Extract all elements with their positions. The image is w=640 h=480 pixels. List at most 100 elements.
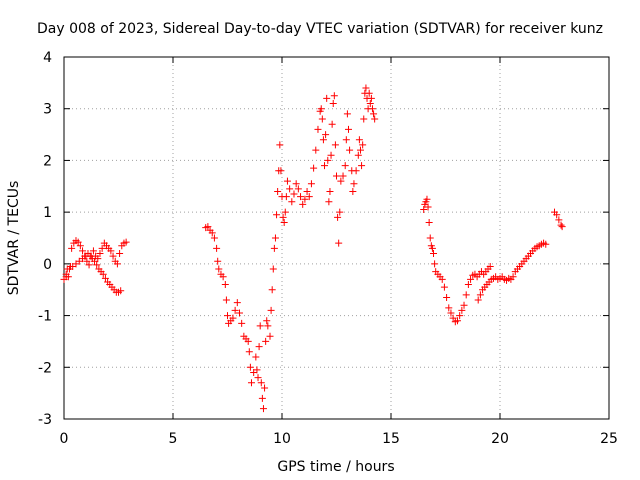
data-point bbox=[210, 234, 218, 242]
data-point bbox=[256, 322, 264, 330]
data-point bbox=[279, 213, 287, 221]
data-point bbox=[68, 244, 76, 252]
data-point bbox=[294, 185, 302, 193]
data-point bbox=[233, 299, 241, 307]
data-point bbox=[334, 213, 342, 221]
data-point bbox=[460, 301, 468, 309]
data-point bbox=[339, 172, 347, 180]
data-point bbox=[342, 136, 350, 144]
data-point bbox=[247, 379, 255, 387]
data-point bbox=[107, 247, 115, 255]
data-point bbox=[368, 105, 376, 113]
data-point bbox=[325, 198, 333, 206]
data-point bbox=[352, 167, 360, 175]
y-tick-labels: -3 -2 -1 0 1 2 3 4 bbox=[38, 50, 52, 428]
data-point bbox=[365, 89, 373, 97]
data-point bbox=[330, 92, 338, 100]
data-point bbox=[246, 363, 254, 371]
data-point bbox=[263, 317, 271, 325]
data-point bbox=[286, 185, 294, 193]
data-point bbox=[109, 252, 117, 260]
data-point bbox=[213, 244, 221, 252]
data-point bbox=[428, 244, 436, 252]
data-point bbox=[79, 247, 87, 255]
data-point bbox=[456, 312, 464, 320]
data-point bbox=[267, 306, 275, 314]
data-point bbox=[76, 242, 84, 250]
data-point bbox=[440, 283, 448, 291]
data-point bbox=[255, 343, 263, 351]
data-point bbox=[366, 100, 374, 108]
data-point bbox=[356, 146, 364, 154]
data-point bbox=[318, 115, 326, 123]
data-point bbox=[324, 156, 332, 164]
data-point bbox=[62, 270, 70, 278]
data-point bbox=[476, 291, 484, 299]
x-axis-label: GPS time / hours bbox=[277, 459, 394, 475]
data-point bbox=[116, 250, 124, 258]
data-point bbox=[288, 198, 296, 206]
data-point bbox=[558, 223, 566, 231]
data-point bbox=[99, 270, 107, 278]
data-point bbox=[362, 84, 370, 92]
data-point bbox=[322, 131, 330, 139]
data-point bbox=[221, 281, 229, 289]
data-point bbox=[214, 257, 222, 265]
data-point bbox=[257, 379, 265, 387]
data-point bbox=[113, 260, 121, 268]
data-point bbox=[273, 211, 281, 219]
y-tick-label: -3 bbox=[38, 412, 52, 428]
data-point bbox=[280, 218, 288, 226]
data-point bbox=[271, 234, 279, 242]
data-point bbox=[467, 275, 475, 283]
data-point bbox=[93, 261, 101, 269]
data-point bbox=[431, 260, 439, 268]
data-point bbox=[349, 187, 357, 195]
data-point bbox=[553, 211, 561, 219]
data-point bbox=[329, 100, 337, 108]
data-point bbox=[509, 273, 517, 281]
y-tick-label: 0 bbox=[43, 257, 52, 273]
data-point bbox=[341, 162, 349, 170]
data-point bbox=[264, 322, 272, 330]
axis-ticks bbox=[63, 56, 610, 420]
data-point bbox=[337, 177, 345, 185]
data-point bbox=[262, 337, 270, 345]
data-point bbox=[420, 206, 428, 214]
grid bbox=[64, 57, 609, 419]
data-point bbox=[204, 223, 212, 231]
data-point bbox=[292, 180, 300, 188]
data-point bbox=[254, 374, 262, 382]
data-point bbox=[430, 250, 438, 258]
data-point bbox=[83, 257, 91, 265]
x-tick-label: 15 bbox=[382, 431, 400, 447]
data-point bbox=[458, 306, 466, 314]
data-point bbox=[447, 309, 455, 317]
data-point bbox=[346, 146, 354, 154]
data-point bbox=[312, 146, 320, 154]
data-point bbox=[335, 239, 343, 247]
data-point bbox=[343, 110, 351, 118]
data-point bbox=[231, 306, 239, 314]
data-point bbox=[261, 384, 269, 392]
y-tick-label: -1 bbox=[38, 309, 52, 325]
y-axis-label: SDTVAR / TECUs bbox=[6, 181, 22, 296]
data-point bbox=[259, 405, 267, 413]
chart-title: Day 008 of 2023, Sidereal Day-to-day VTE… bbox=[37, 21, 603, 37]
data-point bbox=[486, 262, 494, 270]
data-points bbox=[60, 84, 566, 413]
x-tick-labels: 0 5 10 15 20 25 bbox=[60, 431, 618, 447]
data-point bbox=[453, 317, 461, 325]
data-point bbox=[426, 234, 434, 242]
data-point bbox=[252, 353, 260, 361]
data-point bbox=[367, 94, 375, 102]
data-point bbox=[443, 293, 451, 301]
x-tick-label: 10 bbox=[273, 431, 291, 447]
data-point bbox=[85, 261, 93, 269]
data-point bbox=[91, 257, 99, 265]
x-tick-label: 20 bbox=[491, 431, 509, 447]
data-point bbox=[297, 193, 305, 201]
data-point bbox=[215, 265, 223, 273]
data-point bbox=[555, 216, 563, 224]
data-point bbox=[336, 208, 344, 216]
